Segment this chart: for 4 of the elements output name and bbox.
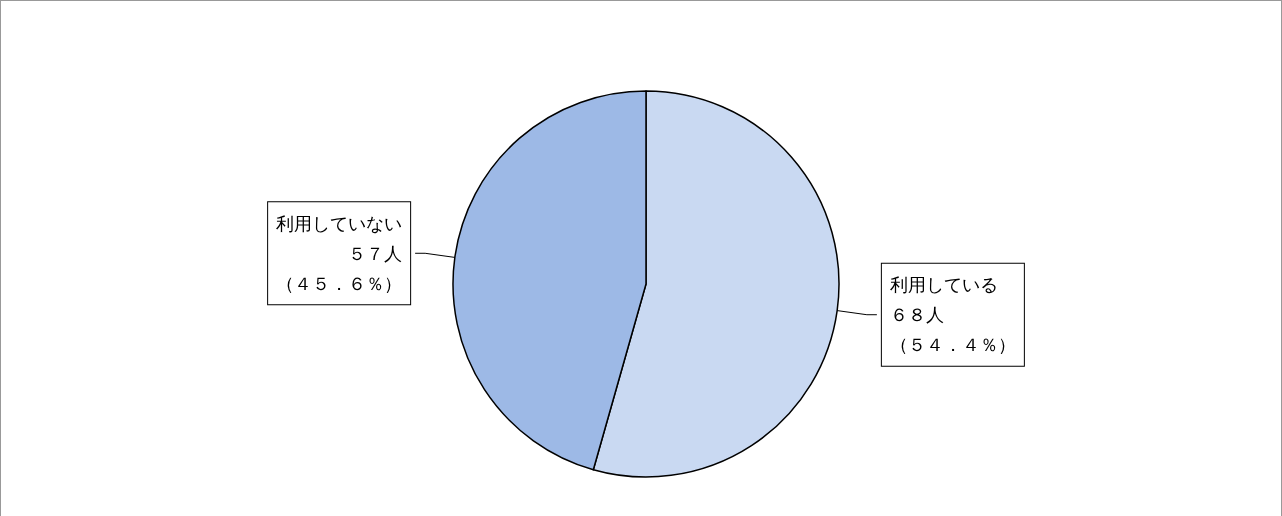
data-label: ５７人（４５．６％） [276, 242, 403, 294]
slice-label: 利用している [889, 274, 998, 296]
data-label: ６８人（５４．４％） [889, 304, 1016, 356]
slice-label: 利用していない [276, 212, 403, 234]
